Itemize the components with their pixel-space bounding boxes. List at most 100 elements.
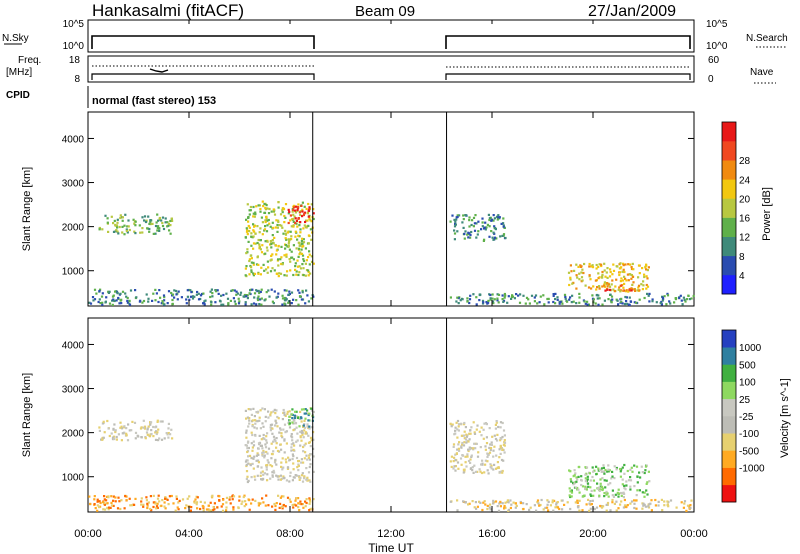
- power-cell: [256, 241, 259, 245]
- velocity-cell: [254, 499, 257, 502]
- power-cell: [661, 296, 664, 299]
- velocity-cell: [155, 432, 158, 436]
- velocity-cell: [472, 447, 475, 450]
- power-colorbar-tick: 8: [739, 252, 745, 263]
- power-cell: [163, 299, 166, 302]
- power-cell: [496, 293, 499, 296]
- velocity-cell: [300, 461, 303, 464]
- velocity-cell: [155, 505, 159, 508]
- power-cell: [290, 238, 293, 241]
- power-cell: [579, 264, 582, 267]
- velocity-cell: [466, 455, 469, 458]
- velocity-cell: [279, 443, 282, 446]
- power-cell: [292, 258, 295, 261]
- power-cell: [263, 228, 267, 231]
- station-title: Hankasalmi (fitACF): [92, 1, 244, 20]
- power-cell: [281, 211, 284, 214]
- power-cell: [267, 266, 270, 269]
- velocity-cell: [572, 475, 575, 478]
- power-cell: [511, 294, 514, 297]
- power-cell: [624, 263, 627, 266]
- power-cell: [638, 272, 641, 275]
- velocity-cell: [308, 412, 311, 415]
- power-cell: [606, 282, 609, 285]
- power-cell: [640, 283, 643, 286]
- velocity-cell: [101, 501, 105, 504]
- power-cell: [250, 232, 253, 235]
- velocity-cell: [178, 499, 181, 502]
- power-cell: [256, 298, 260, 302]
- velocity-cell: [265, 441, 268, 444]
- velocity-cell: [457, 423, 461, 426]
- velocity-cell: [248, 499, 251, 502]
- velocity-ytick-label: 4000: [62, 340, 85, 351]
- velocity-cell: [605, 479, 608, 482]
- power-cell: [292, 273, 295, 277]
- velocity-cell: [613, 465, 616, 468]
- velocity-cell: [280, 461, 283, 464]
- velocity-cell: [456, 436, 459, 439]
- velocity-cell: [312, 498, 315, 501]
- velocity-cell: [130, 429, 133, 432]
- power-cell: [552, 300, 555, 304]
- velocity-cell: [288, 458, 292, 461]
- beam-title: Beam 09: [355, 3, 415, 20]
- power-cell: [648, 292, 651, 295]
- velocity-cell: [627, 479, 631, 482]
- power-cell: [480, 228, 483, 231]
- velocity-cell: [290, 435, 293, 438]
- velocity-cell: [145, 496, 148, 499]
- power-cell: [607, 298, 610, 301]
- velocity-cell: [146, 502, 149, 505]
- velocity-cell: [247, 425, 250, 428]
- velocity-cell: [643, 495, 646, 498]
- power-cell: [277, 206, 280, 209]
- velocity-cell: [683, 502, 686, 505]
- power-cell: [604, 289, 607, 292]
- power-cell: [646, 269, 649, 272]
- power-cell: [247, 240, 250, 243]
- date-title: 27/Jan/2009: [588, 3, 676, 20]
- velocity-cell: [105, 495, 109, 498]
- velocity-cell: [304, 408, 307, 411]
- velocity-cell: [468, 432, 471, 435]
- power-cell: [302, 238, 305, 241]
- velocity-cell: [266, 479, 269, 482]
- velocity-cell: [290, 446, 293, 449]
- power-cell: [169, 219, 172, 223]
- velocity-cell: [463, 441, 466, 444]
- velocity-cell: [601, 488, 604, 492]
- velocity-cell: [536, 499, 540, 502]
- velocity-cell: [561, 499, 564, 502]
- velocity-cell: [598, 494, 601, 497]
- power-cell: [256, 255, 259, 258]
- power-cell: [277, 220, 280, 223]
- velocity-cell: [147, 425, 150, 428]
- power-cell: [185, 298, 188, 301]
- velocity-cell: [274, 440, 277, 443]
- power-cell: [525, 296, 529, 299]
- velocity-cell: [455, 452, 458, 455]
- power-cell: [298, 271, 301, 274]
- velocity-cell: [265, 439, 268, 442]
- power-cell: [570, 301, 573, 304]
- power-cell: [147, 300, 150, 303]
- velocity-cell: [296, 466, 299, 469]
- power-cell: [152, 232, 155, 235]
- velocity-cell: [257, 453, 260, 456]
- power-colorbar-swatch: [722, 274, 736, 295]
- velocity-cell: [273, 461, 277, 464]
- velocity-cell: [161, 499, 164, 502]
- power-cell: [298, 224, 301, 227]
- velocity-cell: [308, 427, 311, 430]
- power-cell: [493, 298, 496, 301]
- velocity-cell: [156, 419, 159, 422]
- velocity-cell: [245, 503, 248, 506]
- power-cell: [302, 274, 305, 277]
- velocity-cell: [603, 470, 606, 473]
- velocity-cell: [166, 433, 169, 436]
- power-cell: [648, 300, 651, 303]
- velocity-cell: [266, 473, 269, 476]
- velocity-cell: [484, 448, 487, 451]
- power-cell: [515, 293, 518, 296]
